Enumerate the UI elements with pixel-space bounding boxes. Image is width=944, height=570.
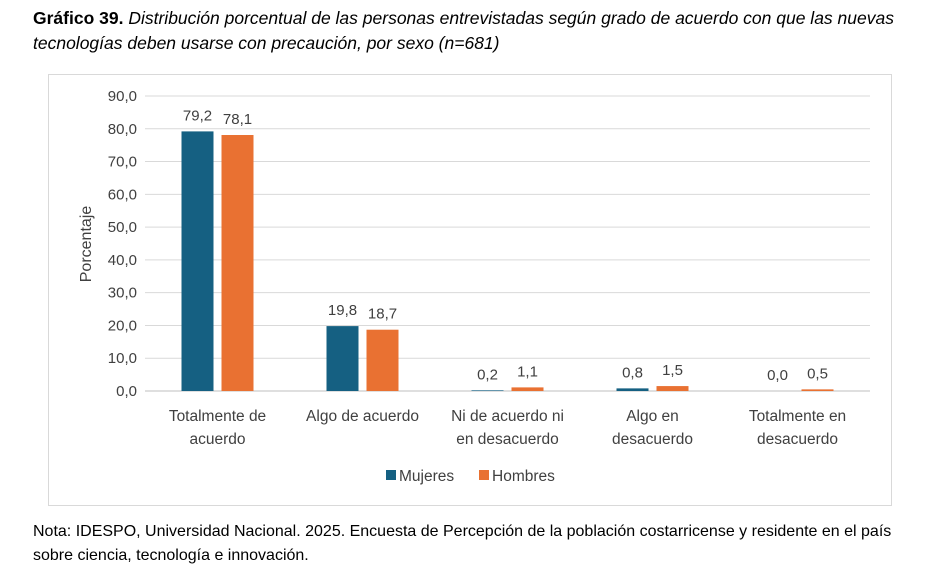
y-tick-label: 40,0 [108,252,137,269]
data-label: 79,2 [183,107,212,124]
bar-hombres [511,387,544,391]
data-label: 0,2 [477,366,498,383]
x-tick-label: Algo en [626,408,679,425]
x-tick-label: desacuerdo [612,431,693,448]
y-tick-label: 0,0 [116,383,137,400]
x-tick-label: Totalmente en [749,408,846,425]
legend-swatch-mujeres [386,470,396,480]
data-label: 78,1 [223,111,252,128]
x-tick-label: Totalmente de [169,408,266,425]
x-tick-label: desacuerdo [757,431,838,448]
bar-hombres [221,135,254,391]
y-tick-label: 10,0 [108,350,137,367]
bar-mujeres [181,131,214,391]
source-note: Nota: IDESPO, Universidad Nacional. 2025… [33,523,892,564]
x-tick-label: Algo de acuerdo [306,408,419,425]
y-tick-label: 30,0 [108,285,137,302]
data-label: 19,8 [328,302,357,319]
chart-heading: Gráfico 39. Distribución porcentual de l… [33,6,933,56]
data-label: 1,5 [662,362,683,379]
data-label: 0,8 [622,364,643,381]
y-axis-label: Porcentaje [78,206,95,283]
y-tick-label: 60,0 [108,186,137,203]
y-tick-label: 80,0 [108,121,137,138]
data-label: 0,0 [767,367,788,384]
chart-caption: Distribución porcentual de las personas … [33,8,894,53]
bar-hombres [366,329,399,391]
chart-number: Gráfico 39. [33,8,124,28]
bar-mujeres [326,326,359,391]
bar-mujeres [616,388,649,391]
data-label: 1,1 [517,363,538,380]
legend-label-mujeres: Mujeres [399,468,454,485]
data-label: 18,7 [368,306,397,323]
bar-mujeres [471,390,504,391]
x-tick-label: acuerdo [189,431,245,448]
y-tick-label: 90,0 [108,88,137,105]
bar-hombres [656,386,689,391]
bar-hombres [801,389,834,391]
legend-swatch-hombres [479,470,489,480]
y-tick-label: 20,0 [108,317,137,334]
legend-label-hombres: Hombres [492,468,555,485]
bar-chart: 0,0 10,0 20,0 30,0 40,0 50,0 60,0 70,0 80,0 90,0 P… [78,88,870,485]
x-tick-label: Ni de acuerdo ni [451,408,564,425]
x-tick-label: en desacuerdo [456,431,559,448]
y-tick-label: 70,0 [108,154,137,171]
data-label: 0,5 [807,365,828,382]
y-tick-label: 50,0 [108,219,137,236]
